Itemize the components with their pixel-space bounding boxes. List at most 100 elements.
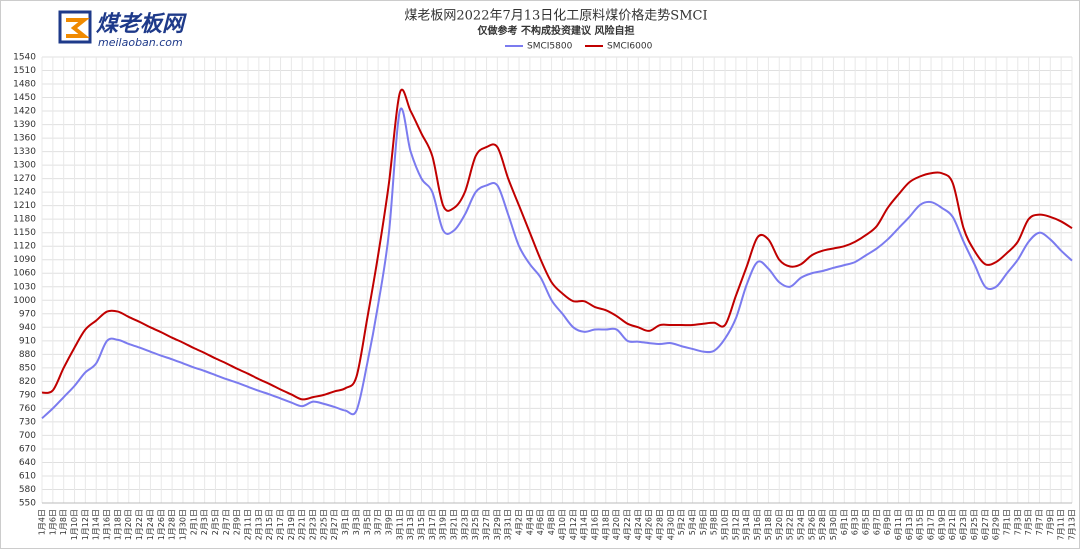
- x-tick-label: 1月4日: [38, 509, 47, 535]
- series-line: [41, 88, 1073, 401]
- y-tick-label: 1210: [13, 201, 36, 211]
- y-tick-label: 550: [19, 499, 36, 509]
- y-tick-label: 730: [19, 417, 36, 427]
- x-tick-label: 1月8日: [59, 509, 68, 535]
- x-tick-label: 7月9日: [1046, 509, 1055, 535]
- x-tick-label: 2月25日: [319, 509, 328, 540]
- x-tick-label: 4月6日: [536, 509, 545, 535]
- x-tick-label: 5月6日: [699, 509, 708, 535]
- y-tick-label: 1390: [13, 120, 36, 130]
- x-tick-label: 3月31日: [504, 509, 513, 540]
- y-tick-label: 1090: [13, 255, 36, 265]
- logo-mark: [66, 18, 90, 38]
- x-tick-label: 4月4日: [525, 509, 534, 535]
- x-tick-label: 3月3日: [352, 509, 361, 535]
- x-tick-label: 6月9日: [883, 509, 892, 535]
- y-tick-label: 700: [19, 431, 36, 441]
- x-tick-label: 6月5日: [862, 509, 871, 535]
- x-tick-label: 3月7日: [374, 509, 383, 535]
- y-tick-label: 1450: [13, 93, 36, 103]
- x-tick-label: 6月23日: [959, 509, 968, 540]
- x-tick-label: 3月9日: [384, 509, 393, 535]
- x-tick-label: 3月11日: [395, 509, 404, 540]
- x-tick-label: 5月14日: [742, 509, 751, 540]
- x-tick-label: 4月28日: [656, 509, 665, 540]
- logo-name: 煤老板网: [96, 12, 187, 37]
- series-line: [41, 107, 1073, 420]
- x-tick-label: 1月22日: [135, 509, 144, 540]
- x-tick-label: 6月11日: [894, 509, 903, 540]
- x-tick-label: 7月11日: [1057, 509, 1066, 540]
- x-tick-label: 6月3日: [851, 509, 860, 535]
- x-tick-label: 5月16日: [753, 509, 762, 540]
- x-tick-label: 2月21日: [298, 509, 307, 540]
- x-tick-label: 5月20日: [775, 509, 784, 540]
- x-tick-label: 6月27日: [981, 509, 990, 540]
- x-tick-label: 4月20日: [612, 509, 621, 540]
- chart-subtitle: 仅做参考 不构成投资建议 风险自担: [477, 24, 635, 37]
- y-tick-label: 1120: [13, 242, 36, 252]
- y-tick-label: 910: [19, 336, 36, 346]
- x-tick-label: 7月7日: [1035, 509, 1044, 535]
- x-tick-label: 4月26日: [645, 509, 654, 540]
- x-tick-label: 5月28日: [818, 509, 827, 540]
- x-tick-label: 3月13日: [406, 509, 415, 540]
- y-tick-label: 970: [19, 309, 36, 319]
- y-tick-label: 1330: [13, 147, 36, 157]
- x-tick-label: 1月16日: [103, 509, 112, 540]
- x-tick-label: 3月1日: [341, 509, 350, 535]
- x-tick-label: 7月5日: [1024, 509, 1033, 535]
- chart-title: 煤老板网2022年7月13日化工原料煤价格走势SMCI: [404, 8, 707, 24]
- x-tick-label: 7月1日: [1002, 509, 1011, 535]
- x-tick-label: 2月17日: [276, 509, 285, 540]
- x-tick-label: 5月10日: [721, 509, 730, 540]
- y-tick-label: 850: [19, 363, 36, 373]
- x-tick-label: 1月30日: [178, 509, 187, 540]
- x-tick-label: 5月4日: [688, 509, 697, 535]
- y-tick-label: 1150: [13, 228, 36, 238]
- y-tick-label: 640: [19, 458, 36, 468]
- x-tick-label: 5月18日: [764, 509, 773, 540]
- x-tick-label: 6月25日: [970, 509, 979, 540]
- x-tick-label: 2月7日: [222, 509, 231, 535]
- y-tick-label: 1300: [13, 161, 36, 171]
- x-tick-label: 6月29日: [992, 509, 1001, 540]
- x-tick-label: 4月10日: [558, 509, 567, 540]
- x-tick-label: 3月21日: [450, 509, 459, 540]
- x-tick-label: 3月25日: [471, 509, 480, 540]
- y-tick-label: 1480: [13, 80, 36, 90]
- x-tick-label: 5月24日: [796, 509, 805, 540]
- x-tick-label: 3月5日: [363, 509, 372, 535]
- x-tick-label: 3月17日: [428, 509, 437, 540]
- y-tick-label: 1540: [13, 53, 36, 63]
- y-tick-label: 1000: [13, 296, 36, 306]
- y-tick-label: 1240: [13, 188, 36, 198]
- x-tick-label: 2月23日: [309, 509, 318, 540]
- x-tick-label: 7月13日: [1068, 509, 1077, 540]
- x-tick-label: 4月30日: [666, 509, 675, 540]
- x-tick-label: 4月14日: [580, 509, 589, 540]
- x-tick-label: 4月18日: [601, 509, 610, 540]
- x-tick-label: 1月24日: [146, 509, 155, 540]
- x-tick-label: 3月15日: [417, 509, 426, 540]
- y-tick-label: 670: [19, 444, 36, 454]
- y-tick-label: 580: [19, 485, 36, 495]
- x-tick-label: 5月26日: [807, 509, 816, 540]
- y-tick-label: 760: [19, 404, 36, 414]
- y-tick-label: 880: [19, 350, 36, 360]
- x-tick-label: 1月18日: [113, 509, 122, 540]
- x-tick-label: 4月22日: [623, 509, 632, 540]
- x-tick-label: 1月10日: [70, 509, 79, 540]
- x-tick-label: 6月15日: [916, 509, 925, 540]
- x-tick-label: 1月14日: [92, 509, 101, 540]
- x-tick-label: 3月27日: [482, 509, 491, 540]
- x-tick-label: 3月29日: [493, 509, 502, 540]
- x-tick-label: 2月27日: [330, 509, 339, 540]
- x-tick-label: 1月20日: [124, 509, 133, 540]
- x-tick-label: 6月13日: [905, 509, 914, 540]
- logo: 煤老板网 meilaoban.com: [58, 10, 187, 49]
- x-tick-label: 4月24日: [634, 509, 643, 540]
- y-tick-label: 820: [19, 377, 36, 387]
